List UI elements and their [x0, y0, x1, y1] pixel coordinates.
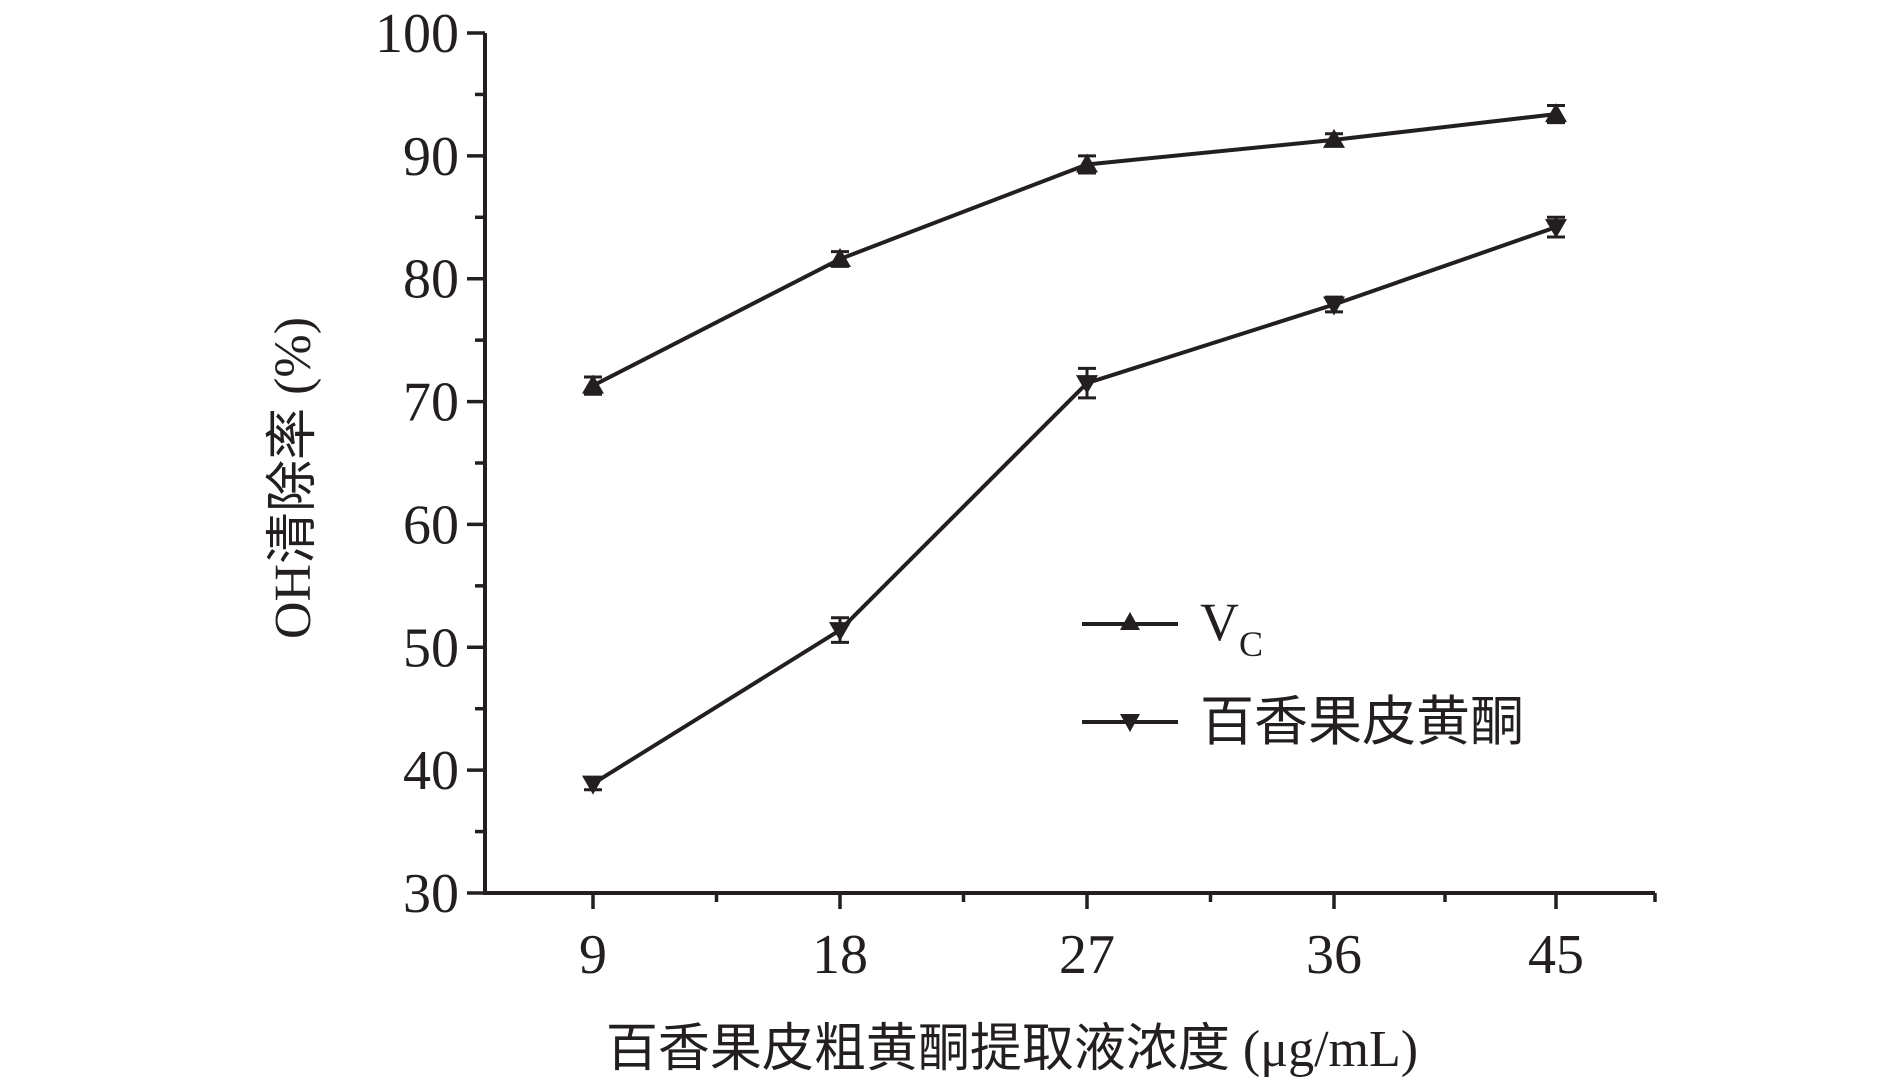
legend-item-vc: VC — [1082, 592, 1263, 664]
y-tick-label: 70 — [403, 372, 459, 434]
x-tick-label: 9 — [579, 924, 607, 986]
y-tick-label: 40 — [403, 740, 459, 802]
y-axis-ticks: 30 40 50 60 70 80 90 100 — [375, 3, 485, 925]
series-line — [592, 112, 1557, 388]
y-tick-label: 80 — [403, 249, 459, 311]
x-axis-ticks: 9 18 27 36 45 — [579, 893, 1657, 986]
axes — [483, 33, 1655, 895]
series-layer — [582, 103, 1567, 795]
legend-item-flavonoid: 百香果皮黄酮 — [1082, 692, 1524, 752]
legend-label-vc: VC — [1200, 592, 1263, 664]
data-point-marker — [1545, 103, 1567, 123]
x-tick-label: 45 — [1528, 924, 1584, 986]
legend-label-flavonoid: 百香果皮黄酮 — [1200, 692, 1524, 752]
y-axis-title: OH清除率 (%) — [265, 317, 322, 639]
data-point-marker — [829, 622, 851, 642]
data-point-marker — [1323, 128, 1345, 148]
x-axis-title: 百香果皮粗黄酮提取液浓度 (μg/mL) — [606, 1021, 1418, 1078]
x-tick-label: 27 — [1059, 924, 1115, 986]
legend-marker-triangle-up — [1120, 612, 1140, 630]
y-tick-label: 50 — [403, 617, 459, 679]
data-point-marker — [1545, 219, 1567, 239]
x-tick-label: 18 — [812, 924, 868, 986]
data-point-marker — [582, 374, 604, 394]
series-flavonoid — [582, 215, 1567, 795]
legend-label-vc-main: V — [1200, 592, 1239, 652]
y-tick-label: 100 — [375, 3, 459, 65]
x-tick-label: 36 — [1306, 924, 1362, 986]
axis-lines — [483, 33, 1655, 895]
series-vc — [582, 103, 1567, 396]
legend-marker-triangle-down — [1120, 714, 1140, 732]
data-point-marker — [582, 775, 604, 795]
y-tick-label: 90 — [403, 126, 459, 188]
legend-label-vc-sub: C — [1239, 624, 1263, 664]
y-tick-label: 30 — [403, 863, 459, 925]
legend: VC 百香果皮黄酮 — [1082, 592, 1524, 752]
data-point-marker — [1323, 296, 1345, 316]
data-point-marker — [1076, 153, 1098, 173]
data-point-marker — [1076, 375, 1098, 395]
y-tick-label: 60 — [403, 494, 459, 556]
data-point-marker — [829, 248, 851, 268]
